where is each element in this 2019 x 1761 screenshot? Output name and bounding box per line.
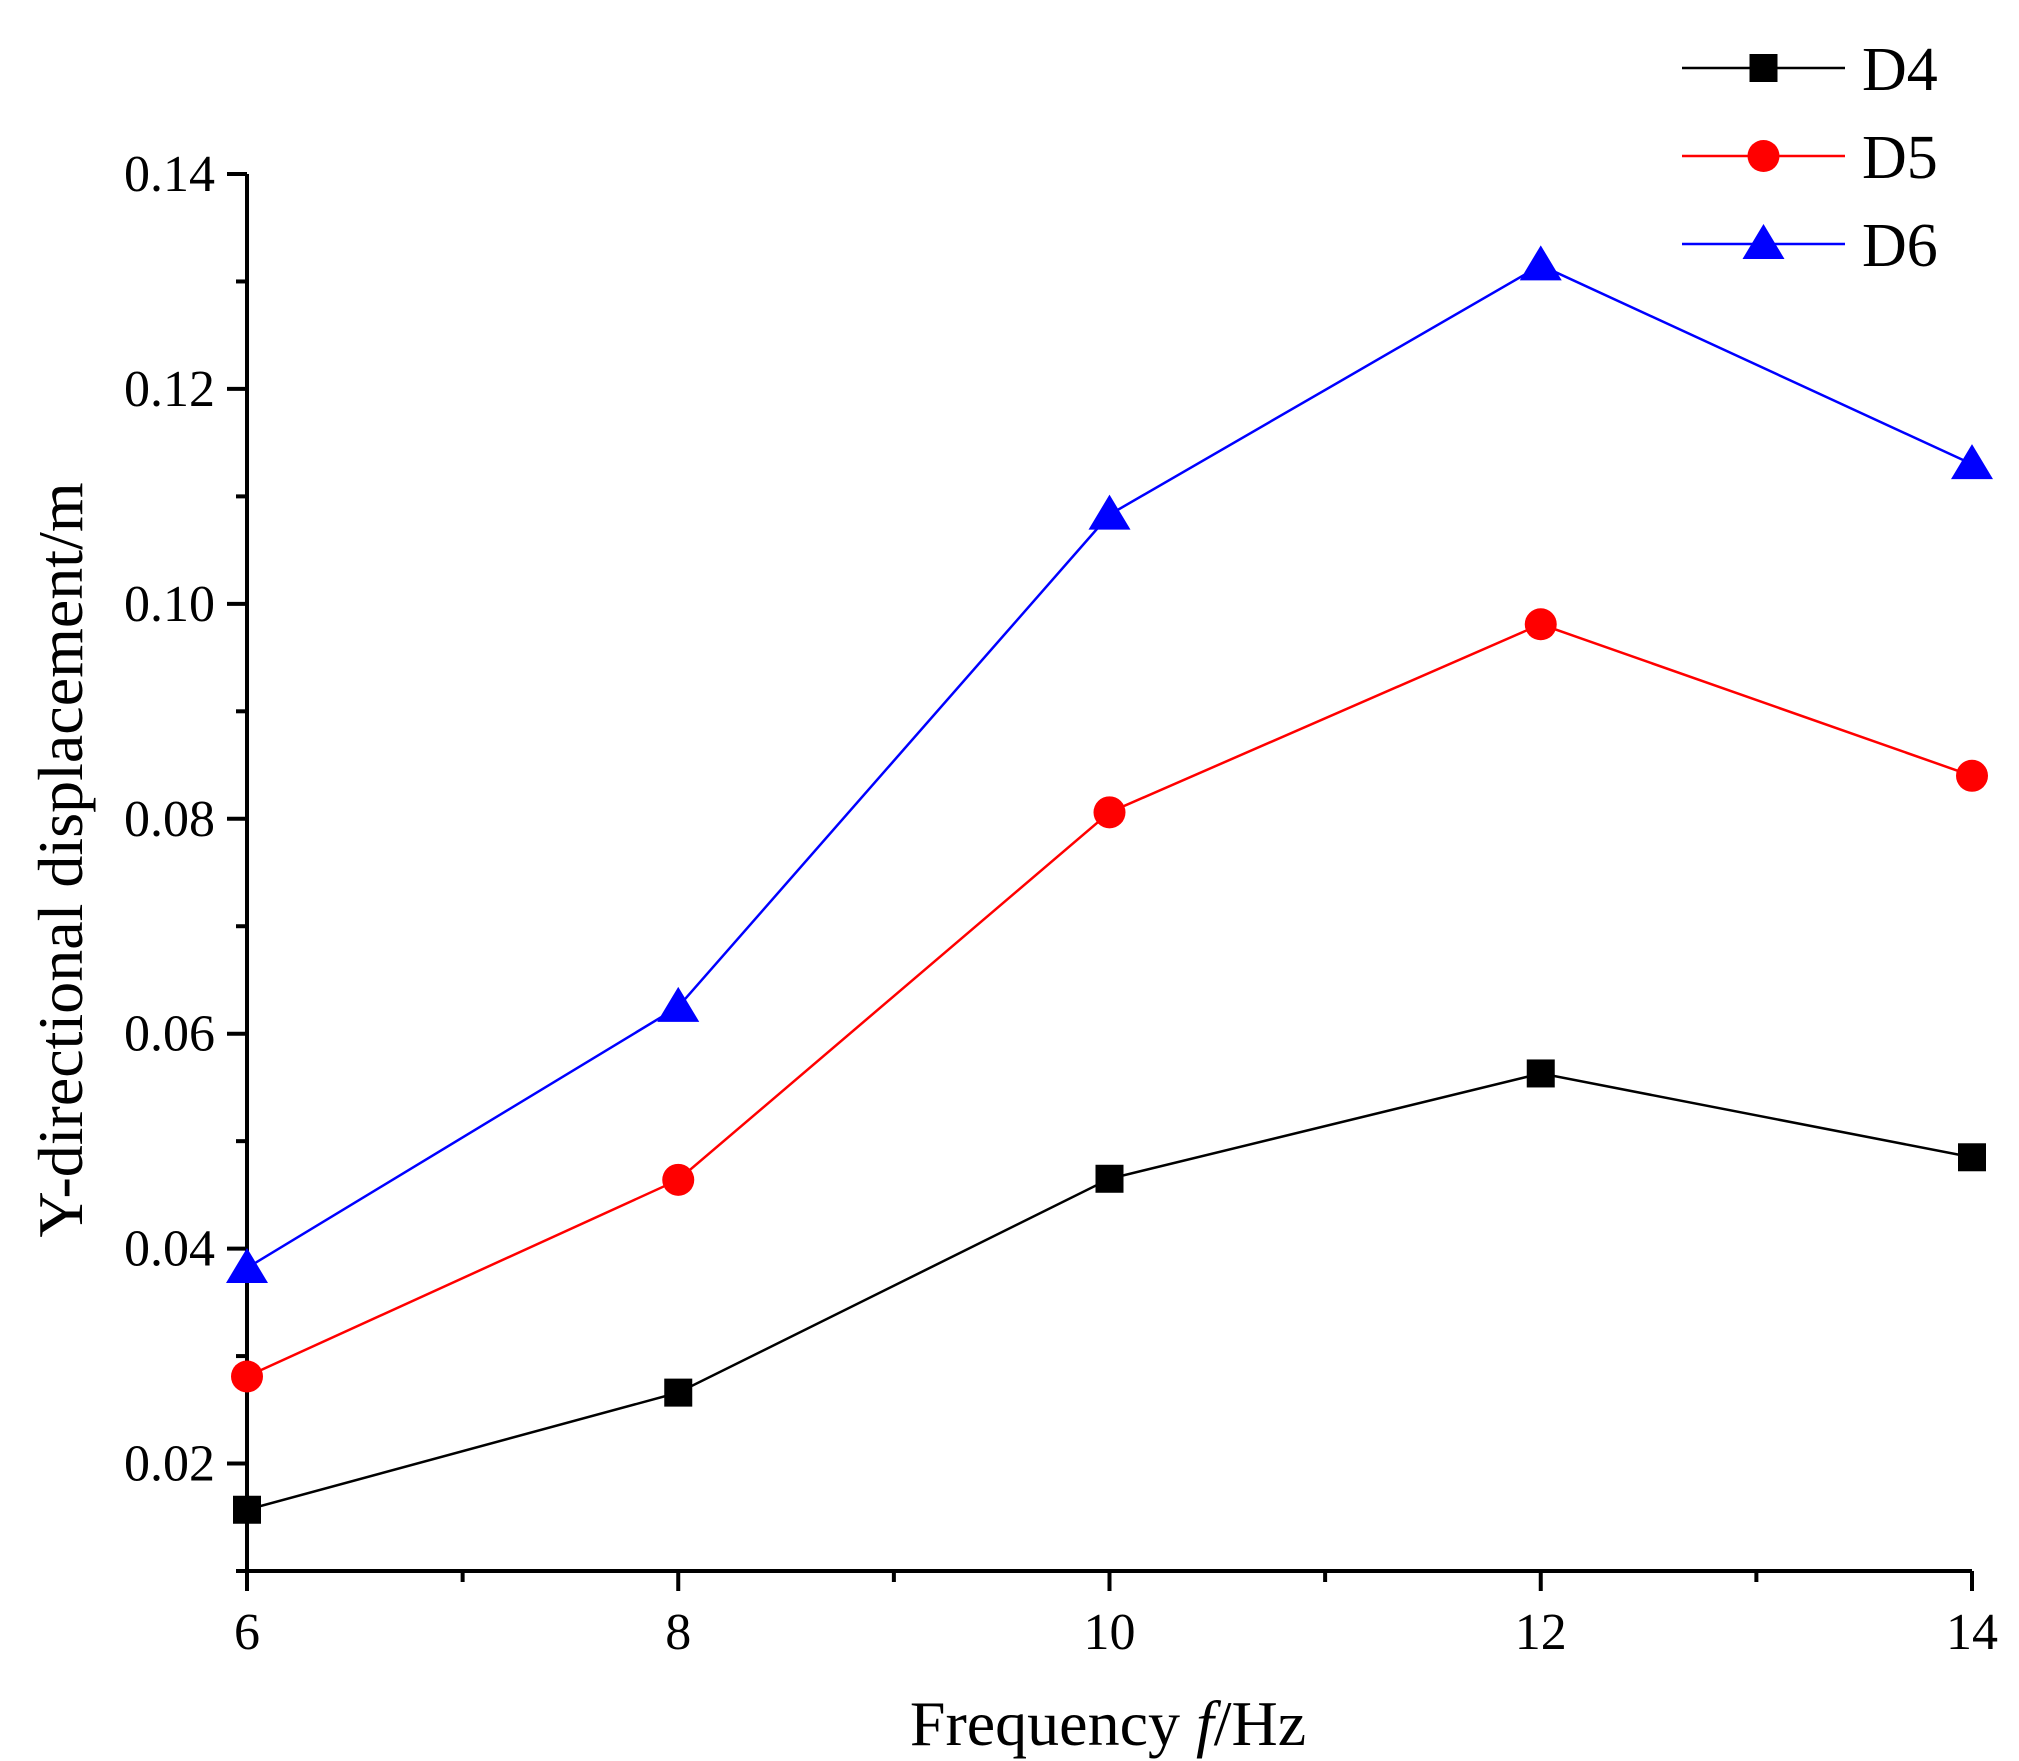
series-layer [226,245,1993,1524]
data-point [1958,1143,1986,1172]
x-axis-title: Frequency f/Hz [910,1688,1306,1759]
x-tick-label: 6 [234,1604,260,1661]
data-point [233,1495,261,1524]
y-tick-label: 0.10 [124,576,215,633]
y-tick-label: 0.02 [124,1436,215,1493]
y-tick-label: 0.12 [124,361,215,418]
series-line [246,1072,1973,1511]
data-point [657,986,700,1022]
x-tick-label: 12 [1515,1604,1567,1661]
legend-label: D4 [1862,36,1938,104]
data-point [662,1163,695,1196]
series-D6 [226,245,1993,1283]
legend-item-D4: D4 [1682,36,1938,104]
legend-item-D6: D6 [1682,212,1938,280]
x-axis-title-unit: /Hz [1214,1688,1306,1759]
y-tick-label: 0.08 [124,791,215,848]
y-tick-label: 0.14 [124,146,215,203]
data-point [1519,245,1562,281]
legend-item-D5: D5 [1682,124,1938,192]
data-point [1095,1164,1124,1193]
axes [245,174,1972,1573]
y-axis-title: Y-directional displacement/m [25,482,96,1237]
series-line [246,622,1973,1378]
data-point [1088,494,1131,530]
series-D4 [233,1059,1986,1524]
y-tick-label: 0.04 [124,1221,215,1278]
series-line [246,263,1973,1270]
legend-label: D5 [1862,124,1938,192]
data-point [1524,608,1557,641]
x-tick-label: 10 [1084,1604,1136,1661]
legend-marker [1747,140,1780,172]
x-axis-title-prefix: Frequency [910,1688,1196,1759]
y-ticks: 0.02 0.04 0.06 0.08 0.10 0.12 0.14 [124,146,247,1573]
data-point [1951,444,1993,480]
x-ticks: 6 8 10 12 14 [234,1571,1998,1661]
x-tick-label: 14 [1946,1604,1998,1661]
legend-marker [1749,54,1778,82]
series-D5 [231,608,1988,1393]
legend: D4 D5 D6 [1682,36,1938,280]
data-point [664,1378,693,1407]
data-point [1526,1059,1555,1088]
legend-marker [1742,224,1785,259]
data-point [231,1360,263,1393]
legend-label: D6 [1862,212,1938,280]
y-tick-label: 0.06 [124,1006,215,1063]
data-point [226,1247,268,1283]
data-point [1093,796,1126,829]
x-tick-label: 8 [665,1604,691,1661]
data-point [1956,759,1988,792]
